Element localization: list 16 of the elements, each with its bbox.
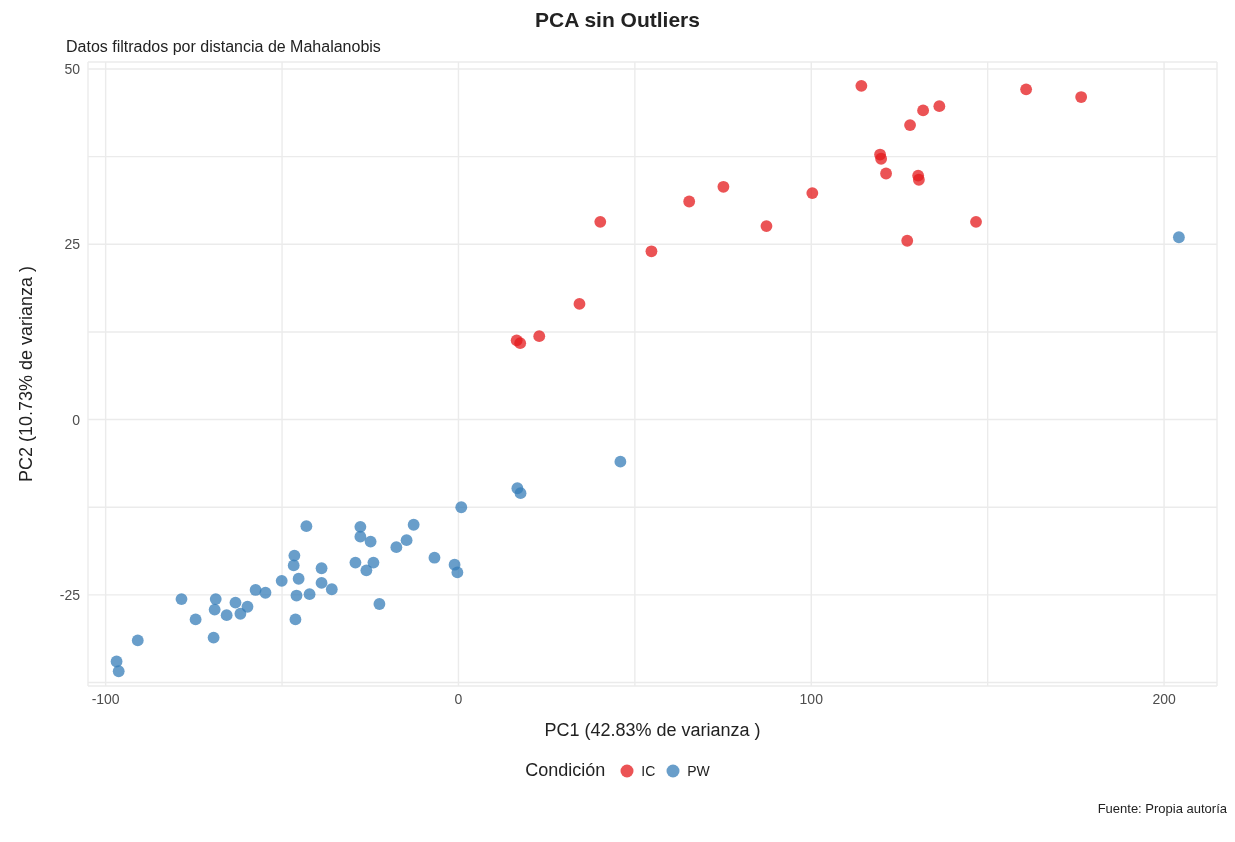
legend-label: IC [640,762,656,779]
chart-subtitle: Datos filtrados por distancia de Mahalanobis [66,38,382,56]
x-tick-label: -100 [91,690,120,707]
x-tick-label: 100 [799,690,824,707]
x-tick-label: 0 [454,690,463,707]
x-axis-title: PC1 (42.83% de varianza ) [544,720,761,740]
y-tick-label: 0 [72,411,81,428]
y-tick-label: -25 [59,586,81,603]
y-axis-title: PC2 (10.73% de varianza ) [16,265,37,483]
source-note: Fuente: Propia autoría [1096,801,1227,816]
chart-title: PCA sin Outliers [534,8,701,32]
legend-title: Condición [525,760,606,781]
x-tick-label: 200 [1152,690,1176,707]
legend-label: PW [686,762,710,779]
y-tick-label: 25 [64,236,81,253]
y-tick-label: 50 [64,60,81,77]
